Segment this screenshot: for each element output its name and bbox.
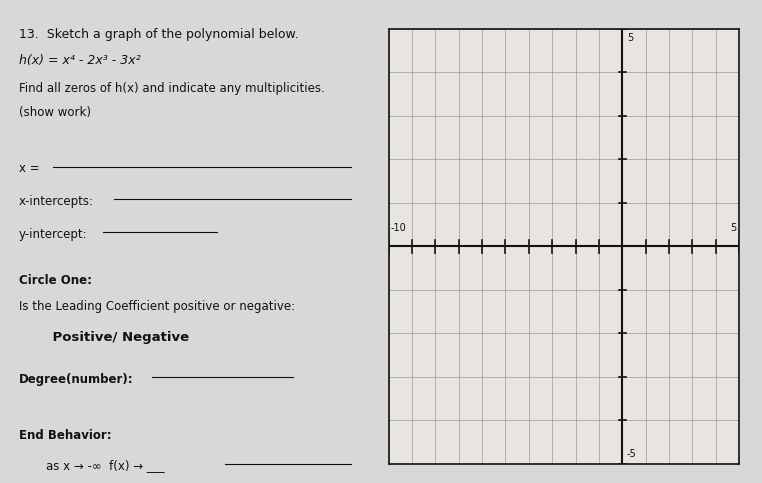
Text: h(x) = x⁴ - 2x³ - 3x²: h(x) = x⁴ - 2x³ - 3x²	[19, 54, 141, 67]
Text: Positive/ Negative: Positive/ Negative	[34, 330, 190, 343]
Text: Circle One:: Circle One:	[19, 274, 92, 287]
Text: 5: 5	[627, 33, 633, 43]
Text: Find all zeros of h(x) and indicate any multiplicities.: Find all zeros of h(x) and indicate any …	[19, 82, 325, 95]
Text: y-intercept:: y-intercept:	[19, 227, 88, 241]
Text: Is the Leading Coefficient positive or negative:: Is the Leading Coefficient positive or n…	[19, 300, 295, 313]
Text: -10: -10	[391, 223, 407, 233]
Text: (show work): (show work)	[19, 106, 91, 119]
Text: x-intercepts:: x-intercepts:	[19, 195, 94, 208]
Text: End Behavior:: End Behavior:	[19, 429, 112, 442]
Text: x =: x =	[19, 162, 43, 175]
Text: Degree(number):: Degree(number):	[19, 373, 133, 386]
Text: as x → -∞  f(x) → ___: as x → -∞ f(x) → ___	[46, 459, 165, 472]
Text: -5: -5	[627, 449, 637, 459]
Text: 13.  Sketch a graph of the polynomial below.: 13. Sketch a graph of the polynomial bel…	[19, 28, 299, 42]
Text: 5: 5	[731, 223, 737, 233]
